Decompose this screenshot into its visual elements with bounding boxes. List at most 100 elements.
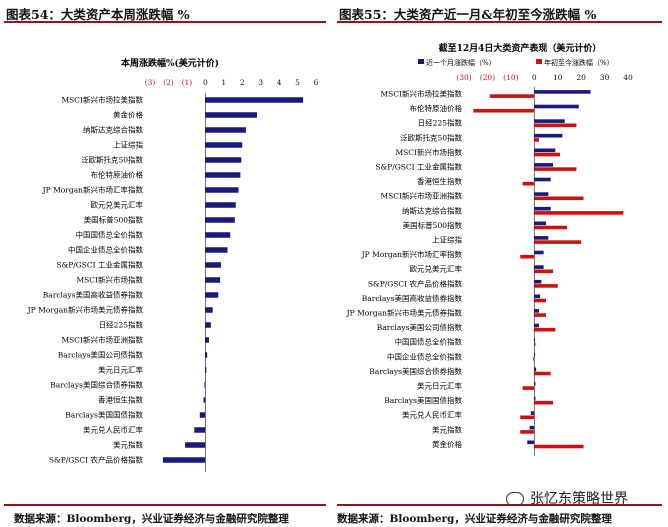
- watermark-text: 张忆东策略世界: [530, 491, 628, 507]
- left-bars: [162, 97, 304, 463]
- left-header-rule: [4, 21, 326, 23]
- left-bar: [203, 397, 206, 403]
- right-category-label: JP Morgan新兴市场汇率指数: [361, 249, 463, 259]
- right-bar-ytd: [534, 284, 558, 288]
- left-tick-label: 6: [314, 78, 319, 87]
- left-category-labels: MSCI新兴市场拉美指数黄金价格纳斯达克综合指数上证综指泛欧斯托克50指数布伦特…: [27, 95, 144, 465]
- right-bar-ytd: [534, 371, 551, 376]
- right-bar-ytd: [534, 240, 582, 244]
- legend-label-ytd: 年初至今涨跌幅（%）: [544, 58, 614, 67]
- right-tick-label: 40: [623, 73, 633, 82]
- right-category-label: 美元指数: [432, 424, 462, 434]
- right-tick-label: (10): [503, 73, 518, 82]
- left-bar: [185, 442, 206, 448]
- left-tick-label: 0: [203, 78, 208, 87]
- right-category-label: MSCI新兴市场亚洲指数: [380, 191, 462, 201]
- right-bar-month: [534, 148, 556, 153]
- left-category-label: MSCI新兴市场指数: [76, 275, 143, 285]
- left-tick-label: 2: [240, 78, 245, 87]
- right-bar-ytd: [534, 444, 584, 449]
- left-category-label: S&P/GSCI 农产品价格指数: [49, 455, 144, 465]
- left-category-label: Barclays美国综合债券指数: [50, 380, 143, 390]
- right-footer-rule: [337, 504, 662, 506]
- right-bar-month: [534, 323, 539, 328]
- left-bar: [205, 232, 231, 238]
- right-category-label: 日经225指数: [418, 118, 463, 128]
- right-category-label: 香港恒生指数: [417, 176, 462, 186]
- left-bar: [205, 142, 243, 148]
- left-category-label: 纳斯达克综合指数: [83, 125, 143, 135]
- right-bar-month: [530, 411, 535, 415]
- right-bar-month: [534, 133, 563, 138]
- right-bar-ytd: [520, 254, 535, 259]
- left-category-label: 美国标普500指数: [84, 215, 144, 225]
- left-category-label: JP Morgan新兴市场美元债券指数: [27, 305, 144, 315]
- right-category-label: JP Morgan新兴市场美元债券指数: [346, 308, 463, 318]
- right-bar-month: [534, 177, 551, 182]
- right-category-label: Barclays美国高收益债券指数: [362, 293, 463, 303]
- right-bar-ytd: [534, 167, 577, 171]
- right-tick-label: 20: [576, 73, 586, 82]
- right-bar-ytd: [534, 342, 536, 347]
- right-bar-month: [534, 104, 579, 109]
- left-category-label: 布伦特原油价格: [91, 170, 144, 180]
- left-bar: [205, 247, 228, 253]
- left-category-label: 中国企业债总全价指数: [68, 245, 143, 255]
- right-chart-header: 图表55：大类资产近一月&年初至今涨跌幅 %: [339, 7, 597, 22]
- right-bar-ytd: [534, 327, 556, 332]
- left-category-label: Barclays美国国债指数: [65, 410, 143, 420]
- left-chart-header: 图表54：大类资产本周涨跌幅 %: [6, 7, 190, 22]
- left-tick-label: 1: [221, 78, 226, 87]
- legend: 近一个月涨跌幅（%） 年初至今涨跌幅（%）: [418, 58, 614, 67]
- right-bar-ytd: [522, 181, 535, 186]
- right-chart: 截至12月4日大类资产表现（美元计价） 近一个月涨跌幅（%） 年初至今涨跌幅（%…: [346, 42, 633, 456]
- right-bar-ytd: [533, 357, 535, 361]
- left-bar: [162, 457, 206, 463]
- right-category-label: 美元日元汇率: [417, 381, 462, 391]
- left-category-label: 黄金价格: [113, 110, 143, 120]
- left-source-note: 数据来源：Bloomberg，兴业证券经济与金融研究院整理: [14, 513, 289, 525]
- right-category-label: 黄金价格: [432, 439, 462, 449]
- right-bar-ytd: [534, 152, 561, 157]
- right-bar-ytd: [534, 211, 624, 215]
- watermark: 张忆东策略世界: [506, 488, 628, 508]
- right-bar-month: [534, 90, 591, 94]
- left-bar: [205, 202, 236, 208]
- right-bar-month: [534, 367, 537, 372]
- right-source-note: 数据来源：Bloomberg，兴业证券经济与金融研究院整理: [337, 513, 612, 525]
- left-chart-title-group: 本周涨跌幅%(美元计价): [121, 57, 219, 69]
- left-bar: [199, 412, 206, 418]
- right-chart-title: 截至12月4日大类资产表现（美元计价）: [439, 42, 602, 54]
- left-tick-label: (1): [182, 78, 193, 87]
- right-bar-ytd: [534, 123, 577, 128]
- right-category-label: MSCI新兴市场拉美指数: [380, 89, 462, 99]
- right-bar-ytd: [489, 94, 535, 98]
- left-bar: [205, 337, 210, 343]
- left-tick-label: 3: [258, 78, 263, 87]
- left-category-label: 美元日元汇率: [98, 365, 143, 375]
- left-bar: [204, 382, 206, 388]
- right-category-label: Barclays美国国债指数: [384, 395, 462, 405]
- right-category-label: 中国企业债总全价指数: [387, 351, 462, 361]
- right-bar-ytd: [534, 138, 539, 142]
- right-bar-month: [534, 250, 544, 255]
- right-bar-ytd: [520, 430, 535, 434]
- right-bar-ytd: [534, 400, 554, 405]
- right-bar-ytd: [520, 415, 535, 420]
- right-bar-month: [534, 265, 544, 269]
- legend-swatch-month: [418, 59, 424, 64]
- left-bar: [205, 97, 304, 103]
- right-bar-ytd: [473, 108, 535, 113]
- left-tick-label: 4: [277, 78, 282, 87]
- right-category-label: 上证综指: [432, 235, 462, 245]
- right-bar-month: [534, 236, 549, 240]
- right-tick-label: 10: [553, 73, 563, 82]
- right-bar-month: [534, 221, 546, 226]
- legend-label-month: 近一个月涨跌幅（%）: [426, 58, 496, 67]
- right-tick-labels: (30) (20) (10) 0 10 20 30 40: [456, 73, 633, 82]
- left-bar: [205, 352, 208, 358]
- right-bar-month: [527, 440, 535, 445]
- right-bar-month: [534, 396, 536, 401]
- right-category-label: MSCI新兴市场指数: [395, 147, 462, 157]
- left-tick-label: (2): [163, 78, 174, 87]
